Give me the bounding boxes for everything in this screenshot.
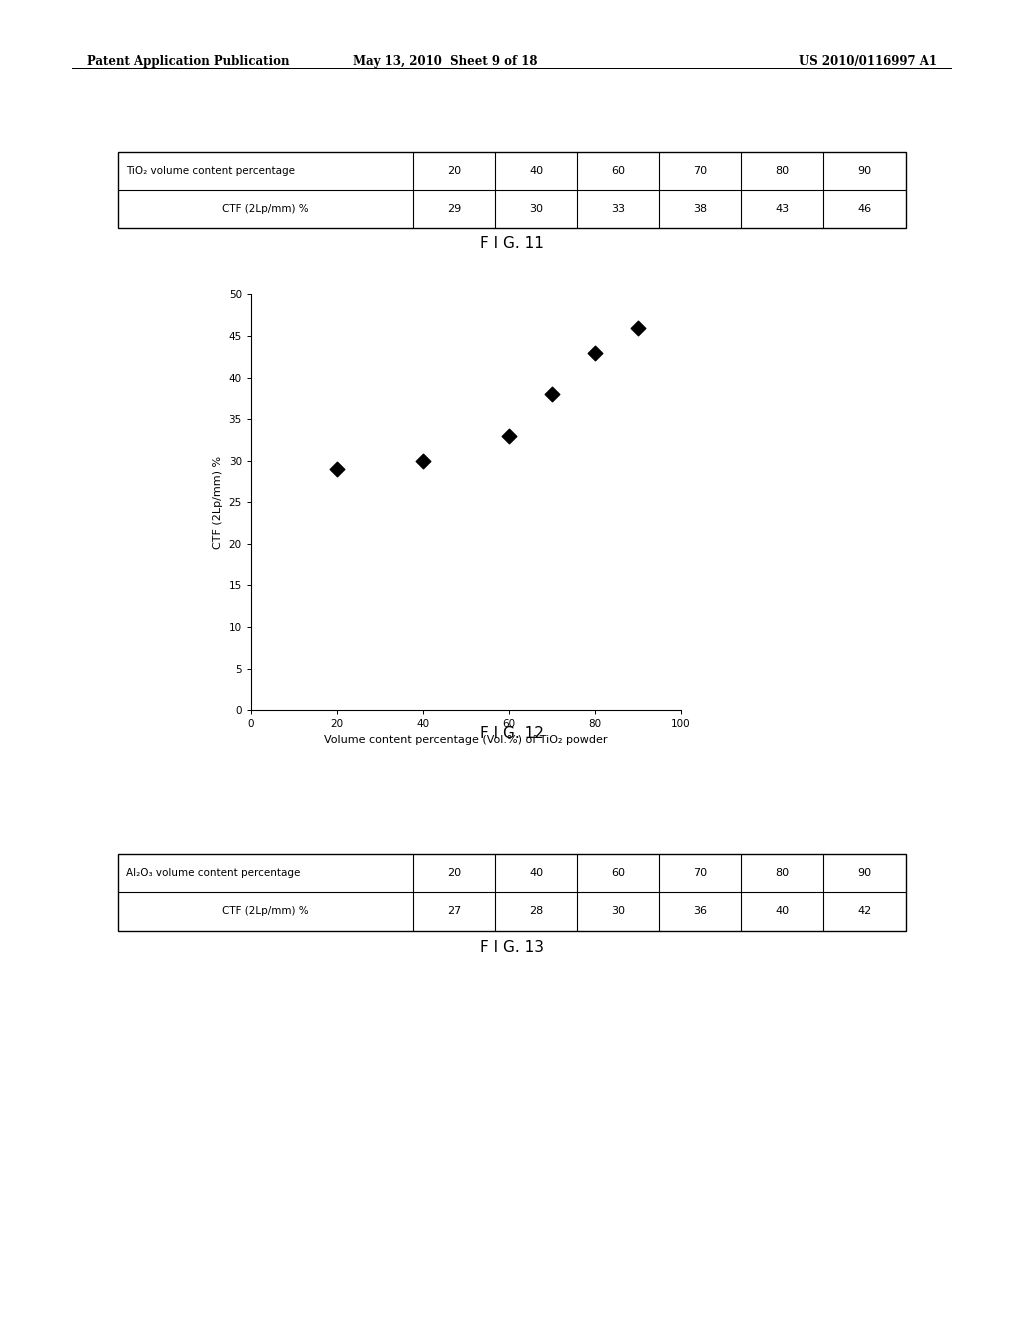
Text: 90: 90 bbox=[857, 166, 871, 176]
Text: 43: 43 bbox=[775, 205, 790, 214]
Text: 36: 36 bbox=[693, 907, 708, 916]
Text: 46: 46 bbox=[857, 205, 871, 214]
Text: 38: 38 bbox=[693, 205, 708, 214]
Text: 40: 40 bbox=[529, 869, 544, 878]
Text: 80: 80 bbox=[775, 869, 790, 878]
Text: TiO₂ volume content percentage: TiO₂ volume content percentage bbox=[126, 166, 295, 176]
Text: 40: 40 bbox=[775, 907, 790, 916]
Text: F I G. 13: F I G. 13 bbox=[480, 940, 544, 954]
Text: 28: 28 bbox=[529, 907, 544, 916]
Text: 90: 90 bbox=[857, 869, 871, 878]
Text: 40: 40 bbox=[529, 166, 544, 176]
Text: 27: 27 bbox=[447, 907, 462, 916]
Text: 60: 60 bbox=[611, 869, 626, 878]
Text: 80: 80 bbox=[775, 166, 790, 176]
Point bbox=[501, 425, 517, 446]
Text: 20: 20 bbox=[447, 869, 462, 878]
Text: 33: 33 bbox=[611, 205, 626, 214]
Text: F I G. 12: F I G. 12 bbox=[480, 726, 544, 741]
Text: US 2010/0116997 A1: US 2010/0116997 A1 bbox=[799, 55, 937, 69]
Point bbox=[415, 450, 431, 471]
Text: Patent Application Publication: Patent Application Publication bbox=[87, 55, 290, 69]
Point bbox=[630, 317, 646, 338]
Text: 20: 20 bbox=[447, 166, 462, 176]
Text: F I G. 11: F I G. 11 bbox=[480, 236, 544, 251]
Text: 70: 70 bbox=[693, 166, 708, 176]
Text: CTF (2Lp/mm) %: CTF (2Lp/mm) % bbox=[222, 205, 309, 214]
Text: 30: 30 bbox=[611, 907, 626, 916]
Text: 42: 42 bbox=[857, 907, 871, 916]
Text: 70: 70 bbox=[693, 869, 708, 878]
Text: Al₂O₃ volume content percentage: Al₂O₃ volume content percentage bbox=[126, 869, 300, 878]
Text: May 13, 2010  Sheet 9 of 18: May 13, 2010 Sheet 9 of 18 bbox=[353, 55, 538, 69]
Point bbox=[544, 384, 560, 405]
Y-axis label: CTF (2Lp/mm) %: CTF (2Lp/mm) % bbox=[213, 455, 223, 549]
Text: 30: 30 bbox=[529, 205, 544, 214]
Point bbox=[329, 458, 345, 479]
X-axis label: Volume content percentage (Vol.%) of TiO₂ powder: Volume content percentage (Vol.%) of TiO… bbox=[325, 735, 607, 744]
Text: 60: 60 bbox=[611, 166, 626, 176]
Text: 29: 29 bbox=[447, 205, 462, 214]
Point bbox=[587, 342, 603, 363]
Text: CTF (2Lp/mm) %: CTF (2Lp/mm) % bbox=[222, 907, 309, 916]
